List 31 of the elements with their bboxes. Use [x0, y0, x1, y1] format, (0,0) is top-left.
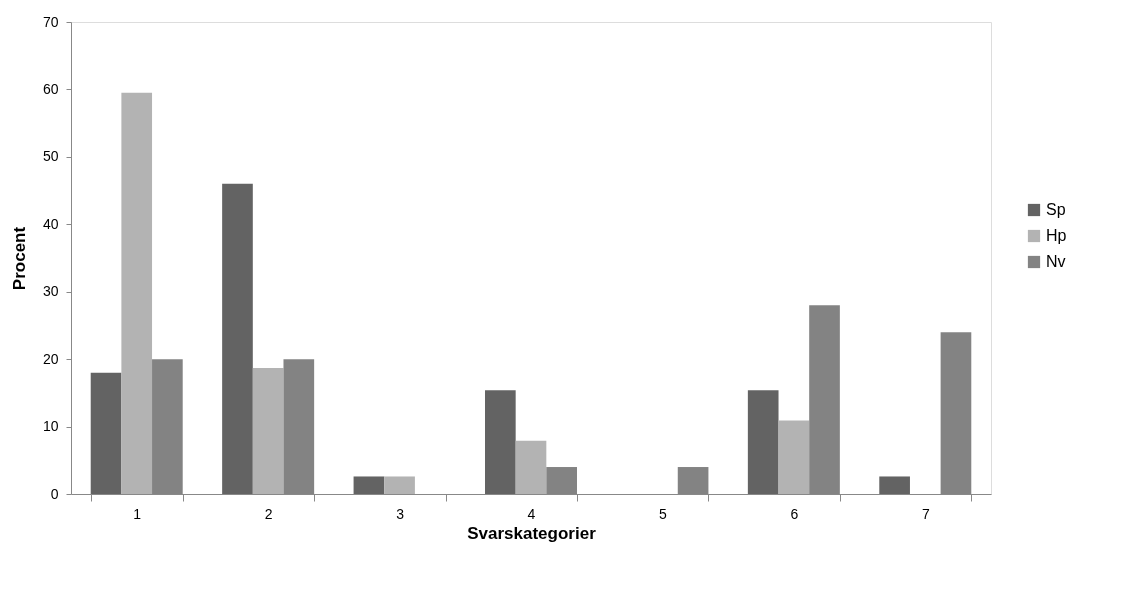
x-tick-label: 2	[264, 505, 273, 522]
y-tick-label: 70	[42, 13, 59, 30]
bar	[485, 390, 516, 494]
y-tick-label: 0	[50, 485, 59, 502]
bar	[90, 372, 122, 494]
y-tick-label: 50	[42, 148, 59, 165]
legend-label: Nv	[1046, 253, 1066, 270]
bar	[879, 476, 910, 494]
y-tick-label: 30	[42, 283, 59, 300]
x-tick-label: 1	[133, 505, 142, 522]
bar	[778, 420, 810, 494]
bar	[384, 476, 415, 494]
x-tick-label: 3	[396, 505, 405, 522]
bar	[222, 183, 253, 494]
y-axis-title: Procent	[9, 226, 29, 291]
y-tick-label: 60	[42, 80, 59, 97]
bar	[353, 476, 385, 494]
x-tick-label: 6	[790, 505, 799, 522]
bar	[747, 390, 779, 494]
x-axis-title: Svarskategorier	[467, 523, 597, 543]
bar	[515, 440, 547, 494]
legend-label: Sp	[1046, 201, 1066, 218]
legend-label: Hp	[1046, 227, 1067, 244]
bar	[121, 92, 153, 494]
y-tick-label: 20	[42, 350, 59, 367]
y-tick-label: 40	[42, 215, 59, 232]
y-tick-label: 10	[42, 418, 59, 435]
x-tick-label: 5	[659, 505, 668, 522]
bar	[252, 367, 284, 494]
x-tick-label: 4	[527, 505, 536, 522]
x-tick-label: 7	[921, 505, 930, 522]
